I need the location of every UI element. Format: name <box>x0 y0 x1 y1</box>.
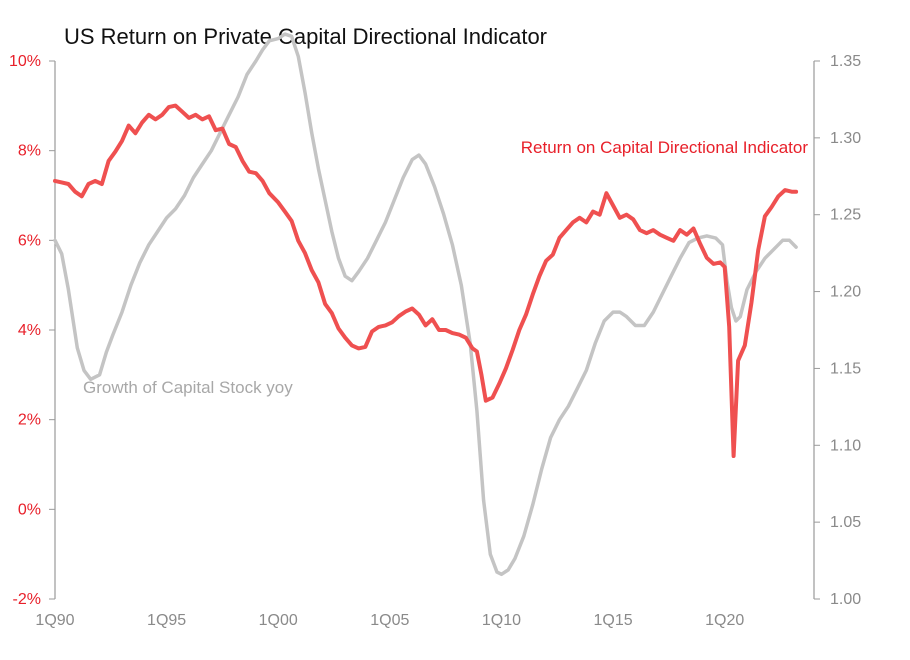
right-tick-label: 1.30 <box>830 130 861 147</box>
left-axis-ticks: 10% 8% 6% 4% 2% 0% -2% <box>9 53 55 608</box>
x-tick-label: 1Q90 <box>35 612 74 629</box>
right-tick-label: 1.35 <box>830 53 861 70</box>
right-tick-label: 1.20 <box>830 284 861 301</box>
left-tick-label: 10% <box>9 53 41 70</box>
x-tick-label: 1Q20 <box>705 612 744 629</box>
x-tick-label: 1Q05 <box>370 612 409 629</box>
right-tick-label: 1.25 <box>830 207 861 224</box>
series-line-capital-stock-growth <box>53 32 798 577</box>
x-axis-ticks: 1Q90 1Q95 1Q00 1Q05 1Q10 1Q15 1Q20 <box>35 612 744 629</box>
left-tick-label: 0% <box>18 501 41 518</box>
chart-title: US Return on Private Capital Directional… <box>64 24 547 49</box>
right-axis-ticks: 1.35 1.30 1.25 1.20 1.15 1.10 1.05 1.00 <box>814 53 861 608</box>
series-lines <box>53 32 799 577</box>
left-tick-label: 6% <box>18 232 41 249</box>
series-line-return-on-capital <box>53 103 799 458</box>
right-tick-label: 1.00 <box>830 591 861 608</box>
right-tick-label: 1.05 <box>830 514 861 531</box>
series-label-return-on-capital: Return on Capital Directional Indicator <box>521 138 809 157</box>
x-tick-label: 1Q95 <box>147 612 186 629</box>
left-tick-label: 8% <box>18 143 41 160</box>
series-labels: Growth of Capital Stock yoy Return on Cap… <box>83 138 808 397</box>
x-tick-label: 1Q15 <box>594 612 633 629</box>
x-tick-label: 1Q00 <box>259 612 298 629</box>
right-tick-label: 1.10 <box>830 437 861 454</box>
left-tick-label: 4% <box>18 322 41 339</box>
series-label-capital-stock-growth: Growth of Capital Stock yoy <box>83 378 293 397</box>
right-tick-label: 1.15 <box>830 360 861 377</box>
left-tick-label: -2% <box>13 591 41 608</box>
left-tick-label: 2% <box>18 412 41 429</box>
x-tick-label: 1Q10 <box>482 612 521 629</box>
